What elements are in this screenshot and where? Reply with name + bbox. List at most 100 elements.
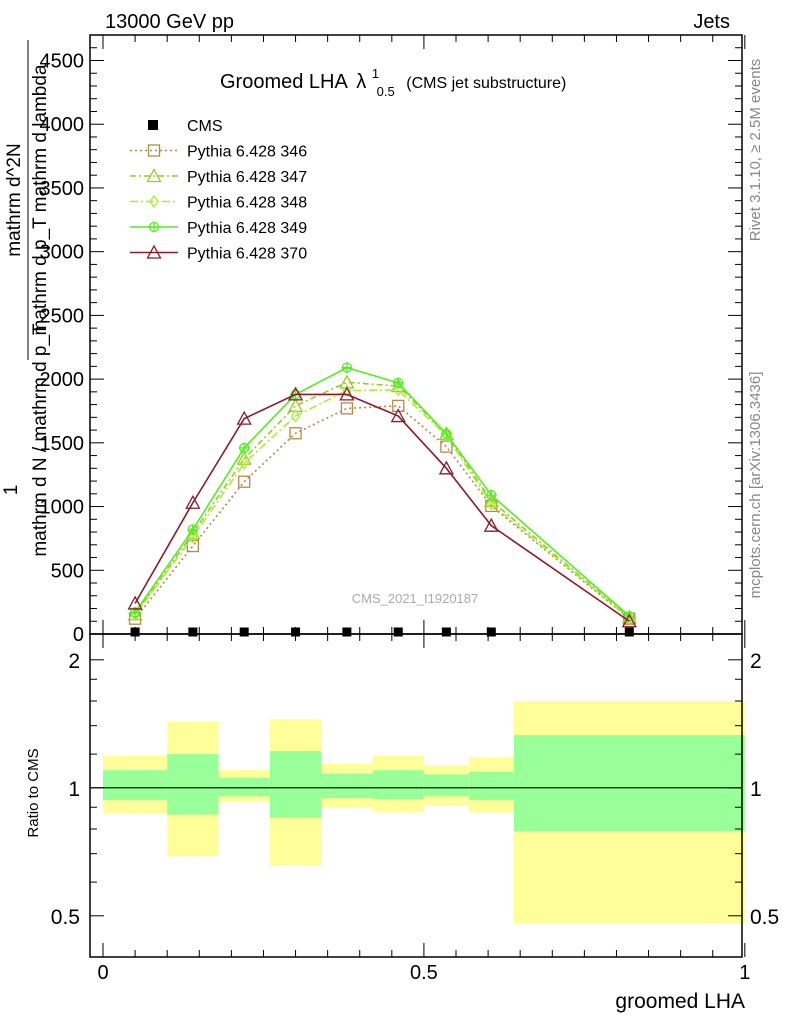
ratio-band-inner: [321, 773, 373, 799]
chart-title: Groomed LHA λ 1 0.5 (CMS jet substructur…: [220, 61, 566, 101]
legend-entry: Pythia 6.428 346: [130, 144, 307, 161]
ylabel-denom: mathrm d N / mathrm d p_T: [30, 323, 51, 557]
cms-data-points: [130, 627, 634, 637]
y-tick-label: 0: [73, 624, 84, 646]
legend-marker: [148, 120, 158, 130]
series-line: [134, 366, 630, 617]
ratio-y-tick-label: 0.5: [51, 906, 80, 929]
y-tick-label: 2500: [40, 305, 85, 327]
legend-entry: Pythia 6.428 347: [130, 168, 307, 186]
ratio-y-tick-label-right: 0.5: [750, 906, 779, 929]
legend-label: Pythia 6.428 347: [187, 169, 307, 186]
ratio-axes-box: [89, 633, 743, 958]
ylabel-one: 1: [1, 485, 22, 496]
series-point: [236, 450, 252, 465]
series-line: [134, 389, 630, 619]
ylabel-numer-line2: mathrm d p_T mathrm d lambda: [30, 64, 51, 335]
series-point: [392, 399, 405, 413]
series-point: [289, 427, 302, 440]
y-tick-label: 2000: [40, 369, 85, 391]
legend-label: Pythia 6.428 348: [187, 195, 307, 212]
legend-marker: [149, 194, 159, 209]
main-frame: 0 500 1000 1500 2000 2500 3000 3500 4000 4500: [40, 34, 746, 646]
x-tick-label: 0.5: [410, 962, 438, 984]
series-point: [130, 608, 140, 622]
ratio-ylabel: Ratio to CMS: [25, 748, 42, 837]
legend-entry: Pythia 6.428 349: [130, 220, 307, 237]
ratio-bands: [103, 701, 745, 924]
title-sup: 1: [372, 66, 379, 81]
y-tick-label: 3000: [40, 242, 85, 264]
legend-entry: Pythia 6.428 370: [130, 244, 307, 263]
analysis-watermark: CMS_2021_I1920187: [352, 591, 479, 606]
y-tick-label: 4500: [40, 50, 85, 72]
series-point: [390, 408, 406, 423]
series-point: [239, 456, 249, 470]
series-point: [393, 383, 403, 397]
ratio-band-inner: [468, 771, 514, 801]
series-point: [438, 460, 454, 475]
series-point: [186, 539, 200, 553]
ratio-band-inner: [269, 751, 322, 818]
series-point: [185, 494, 201, 509]
cms-point: [441, 627, 451, 637]
series-point: [290, 409, 301, 423]
legend-marker: [147, 144, 161, 157]
series-point: [485, 489, 497, 501]
y-tick-label: 500: [51, 560, 84, 582]
series-2: [127, 374, 637, 624]
legend-marker: [146, 168, 162, 183]
series-4: [129, 362, 635, 622]
x-axis-label: groomed LHA: [615, 990, 745, 1013]
cms-point: [624, 627, 634, 637]
title-suffix: (CMS jet substructure): [406, 75, 566, 92]
series-5: [127, 386, 637, 628]
ratio-band-inner: [218, 777, 270, 797]
header-left: 13000 GeV pp: [105, 11, 234, 33]
ratio-band-inner: [423, 774, 469, 797]
ylabel-numer-line1: mathrm d^2N: [4, 143, 25, 256]
series-line: [134, 393, 630, 622]
ratio-band-inner: [513, 735, 745, 832]
series-point: [339, 386, 355, 401]
mcplots-label: mcplots.cern.ch [arXiv:1306.3436]: [747, 372, 764, 599]
ratio-band-inner: [372, 770, 424, 800]
y-tick-label: 3500: [40, 178, 85, 200]
series-point: [340, 402, 354, 415]
series-line: [134, 405, 630, 620]
series-point: [342, 383, 352, 398]
series-point: [621, 613, 637, 628]
header-right: Jets: [693, 11, 730, 33]
ratio-y-tick-label: 2: [68, 650, 80, 673]
series-point: [236, 410, 252, 425]
rivet-label: Rivet 3.1.10, ≥ 2.5M events: [747, 59, 764, 242]
main-ylabel: 1 mathrm d^2N mathrm d p_T mathrm d lamb…: [1, 40, 51, 557]
cms-point: [188, 627, 198, 637]
series-point: [188, 530, 198, 544]
x-tick-label: 0: [97, 962, 108, 984]
legend-label: Pythia 6.428 349: [187, 220, 307, 237]
legend-marker: [148, 221, 160, 233]
y-tick-label: 1000: [40, 497, 85, 519]
x-tick-label: 1: [739, 962, 750, 984]
series-point: [287, 386, 304, 401]
series-3: [130, 383, 634, 625]
series-point: [392, 377, 404, 389]
cms-point: [239, 627, 249, 637]
series-point: [238, 442, 250, 454]
series-point: [187, 523, 199, 535]
series-point: [341, 362, 353, 374]
ratio-band-inner: [167, 754, 219, 815]
legend-entry-cms: CMS: [148, 118, 223, 135]
series-point: [483, 517, 499, 532]
legend-label: CMS: [187, 118, 223, 135]
title-lambda: λ: [356, 71, 366, 93]
y-tick-label: 1500: [40, 433, 85, 455]
series-point: [127, 595, 143, 610]
series-point: [440, 428, 452, 440]
cms-point: [393, 627, 403, 637]
series-line: [134, 381, 630, 619]
ratio-band-inner: [103, 770, 168, 801]
title-sub: 0.5: [377, 84, 395, 99]
